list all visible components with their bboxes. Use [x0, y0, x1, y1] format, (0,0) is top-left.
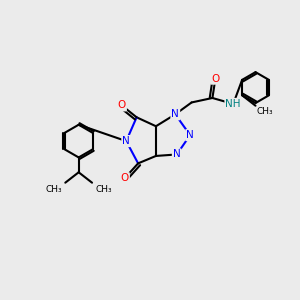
Text: O: O	[121, 173, 129, 183]
Text: N: N	[171, 109, 179, 119]
Text: O: O	[211, 74, 220, 84]
Text: O: O	[118, 100, 126, 110]
Text: CH₃: CH₃	[95, 185, 112, 194]
Text: N: N	[122, 136, 130, 146]
Text: NH: NH	[226, 99, 241, 109]
Text: N: N	[186, 130, 194, 140]
Text: N: N	[173, 149, 181, 160]
Text: CH₃: CH₃	[46, 185, 62, 194]
Text: CH₃: CH₃	[257, 107, 274, 116]
